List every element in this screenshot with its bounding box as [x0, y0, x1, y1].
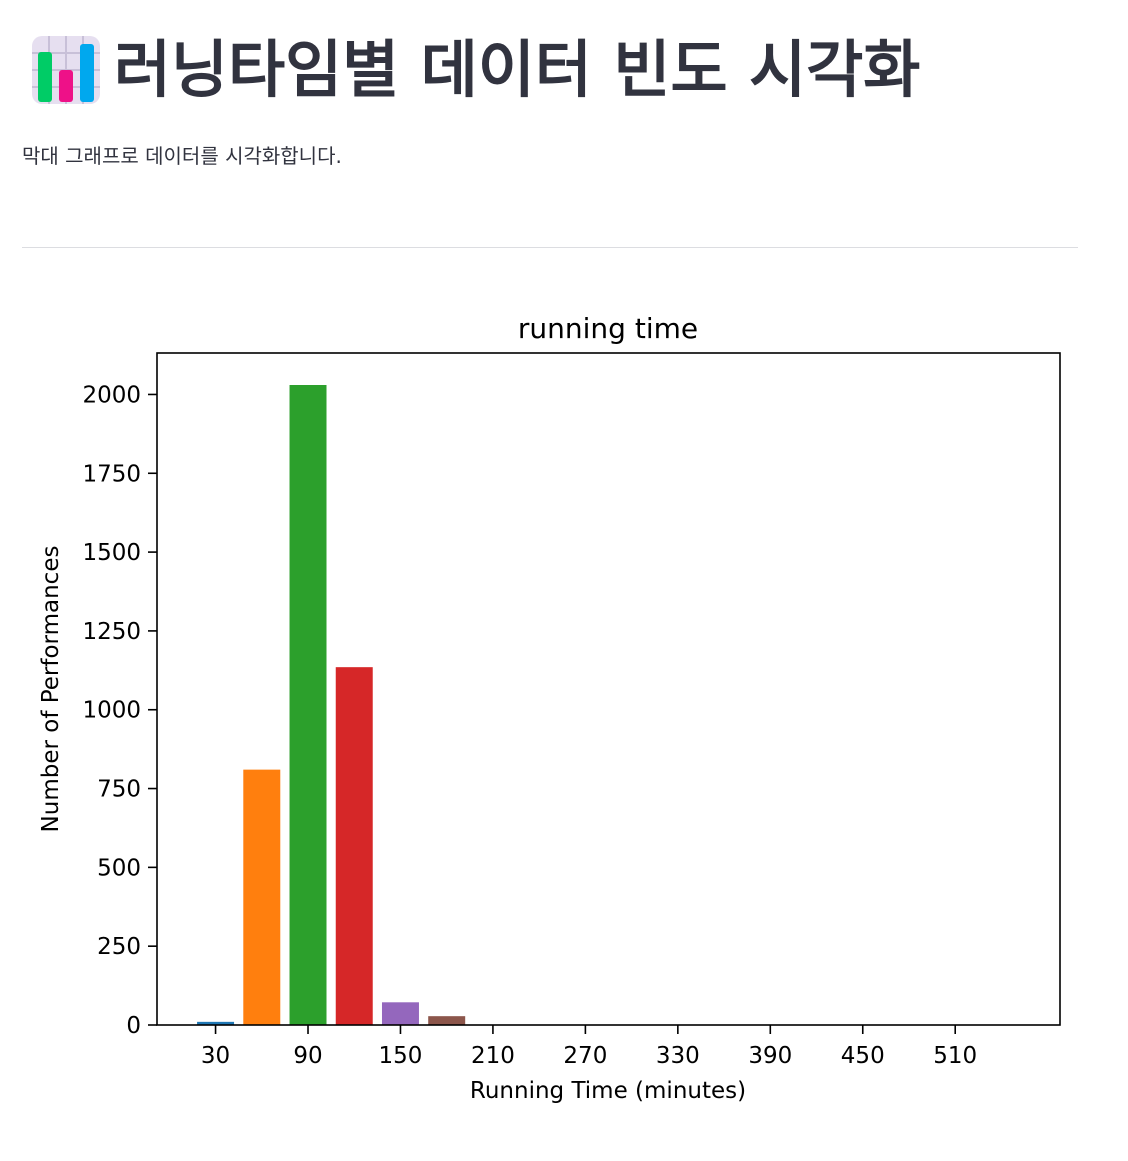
x-tick-label: 210 — [471, 1043, 515, 1069]
y-tick-label: 2000 — [82, 382, 141, 408]
bar-chart: running time 0 250 500 750 1000 1250 1500 1750 2… — [38, 312, 1061, 1104]
y-tick-label: 250 — [97, 934, 141, 960]
bar-120 — [335, 667, 373, 1025]
y-tick-label: 750 — [97, 777, 141, 803]
divider — [22, 247, 1078, 248]
page-title: 러닝타임별 데이터 빈도 시각화 — [114, 33, 921, 106]
x-tick-label: 150 — [379, 1043, 423, 1069]
y-tick-label: 1750 — [82, 461, 141, 487]
bar-150 — [381, 1002, 419, 1025]
plot-frame — [156, 352, 1061, 1026]
bar-chart-icon — [32, 36, 100, 104]
bar-90 — [289, 385, 327, 1025]
y-tick-label: 1250 — [82, 619, 141, 645]
chart-title: running time — [518, 312, 698, 345]
x-tick-label: 330 — [656, 1043, 700, 1069]
y-tick-label: 0 — [126, 1013, 141, 1039]
x-tick-label: 450 — [841, 1043, 885, 1069]
x-tick-label: 30 — [201, 1043, 230, 1069]
page-subtitle: 막대 그래프로 데이터를 시각화합니다. — [22, 144, 342, 168]
y-tick-label: 1000 — [82, 698, 141, 724]
y-tick-label: 500 — [97, 855, 141, 881]
bar-180 — [428, 1016, 466, 1025]
x-tick-label: 90 — [293, 1043, 322, 1069]
x-axis-label: Running Time (minutes) — [470, 1078, 746, 1104]
y-axis-label: Number of Performances — [38, 546, 64, 833]
chart-container: running time 0 250 500 750 1000 1250 1500 1750 2… — [0, 290, 1128, 1150]
x-tick-label: 390 — [748, 1043, 792, 1069]
bar-30 — [197, 1021, 235, 1025]
x-tick-label: 270 — [563, 1043, 607, 1069]
bar-60 — [243, 769, 281, 1025]
x-tick-label: 510 — [933, 1043, 977, 1069]
y-tick-label: 1500 — [82, 540, 141, 566]
page-header: 러닝타임별 데이터 빈도 시각화 — [32, 30, 920, 110]
